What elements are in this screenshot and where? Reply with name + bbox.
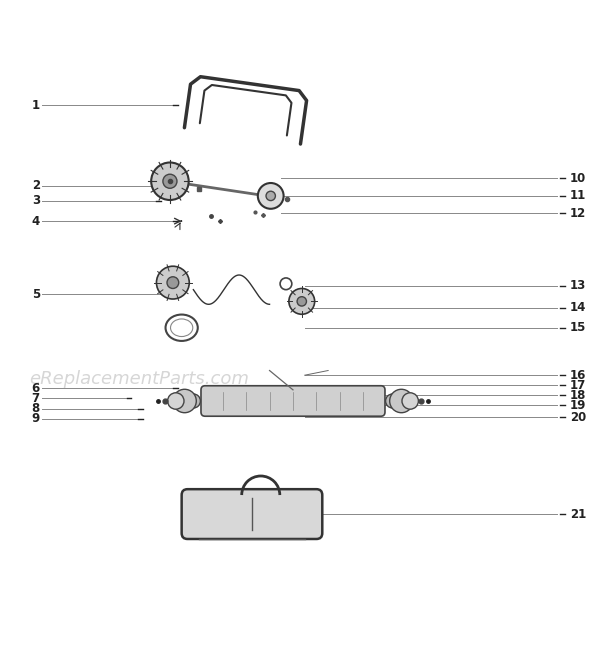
Circle shape — [258, 183, 284, 209]
Circle shape — [266, 191, 276, 200]
Text: 1: 1 — [32, 99, 40, 111]
Text: 15: 15 — [570, 321, 586, 334]
Text: 6: 6 — [32, 382, 40, 395]
Circle shape — [389, 389, 413, 413]
Text: 8: 8 — [32, 402, 40, 415]
Text: 3: 3 — [32, 194, 40, 207]
Text: 5: 5 — [32, 288, 40, 301]
Text: 9: 9 — [32, 412, 40, 425]
Text: 2: 2 — [32, 179, 40, 192]
Circle shape — [173, 389, 196, 413]
Text: 21: 21 — [570, 507, 586, 521]
Text: 11: 11 — [570, 189, 586, 202]
FancyBboxPatch shape — [201, 386, 385, 416]
Text: 14: 14 — [570, 301, 586, 314]
Circle shape — [289, 289, 314, 314]
Circle shape — [386, 394, 399, 408]
Circle shape — [297, 297, 306, 306]
Circle shape — [151, 163, 189, 200]
Circle shape — [163, 174, 177, 188]
Text: 20: 20 — [570, 411, 586, 424]
Circle shape — [402, 393, 418, 409]
Circle shape — [156, 266, 189, 299]
Text: 12: 12 — [570, 207, 586, 220]
Text: eReplacementParts.com: eReplacementParts.com — [30, 370, 249, 388]
Text: 4: 4 — [32, 215, 40, 227]
Text: 17: 17 — [570, 379, 586, 391]
Text: 18: 18 — [570, 389, 586, 401]
Text: 16: 16 — [570, 368, 586, 382]
Circle shape — [167, 277, 179, 289]
Text: 13: 13 — [570, 279, 586, 292]
Circle shape — [186, 394, 201, 408]
FancyBboxPatch shape — [182, 489, 322, 539]
Text: 19: 19 — [570, 399, 586, 412]
Text: 10: 10 — [570, 172, 586, 185]
Text: 7: 7 — [32, 391, 40, 405]
Circle shape — [168, 393, 184, 409]
